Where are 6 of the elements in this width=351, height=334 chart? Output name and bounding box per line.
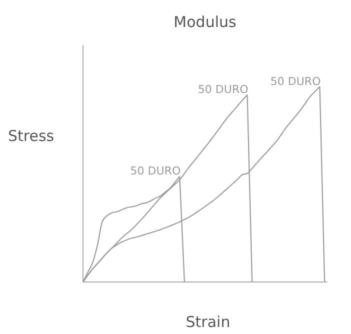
series-label: 50 DURO xyxy=(198,82,249,96)
chart-title: Modulus xyxy=(174,13,236,31)
series-label: 50 DURO xyxy=(130,164,181,178)
x-axis-title: Strain xyxy=(186,313,230,331)
series-label: 50 DURO xyxy=(270,74,322,88)
y-axis-title: Stress xyxy=(8,127,54,145)
